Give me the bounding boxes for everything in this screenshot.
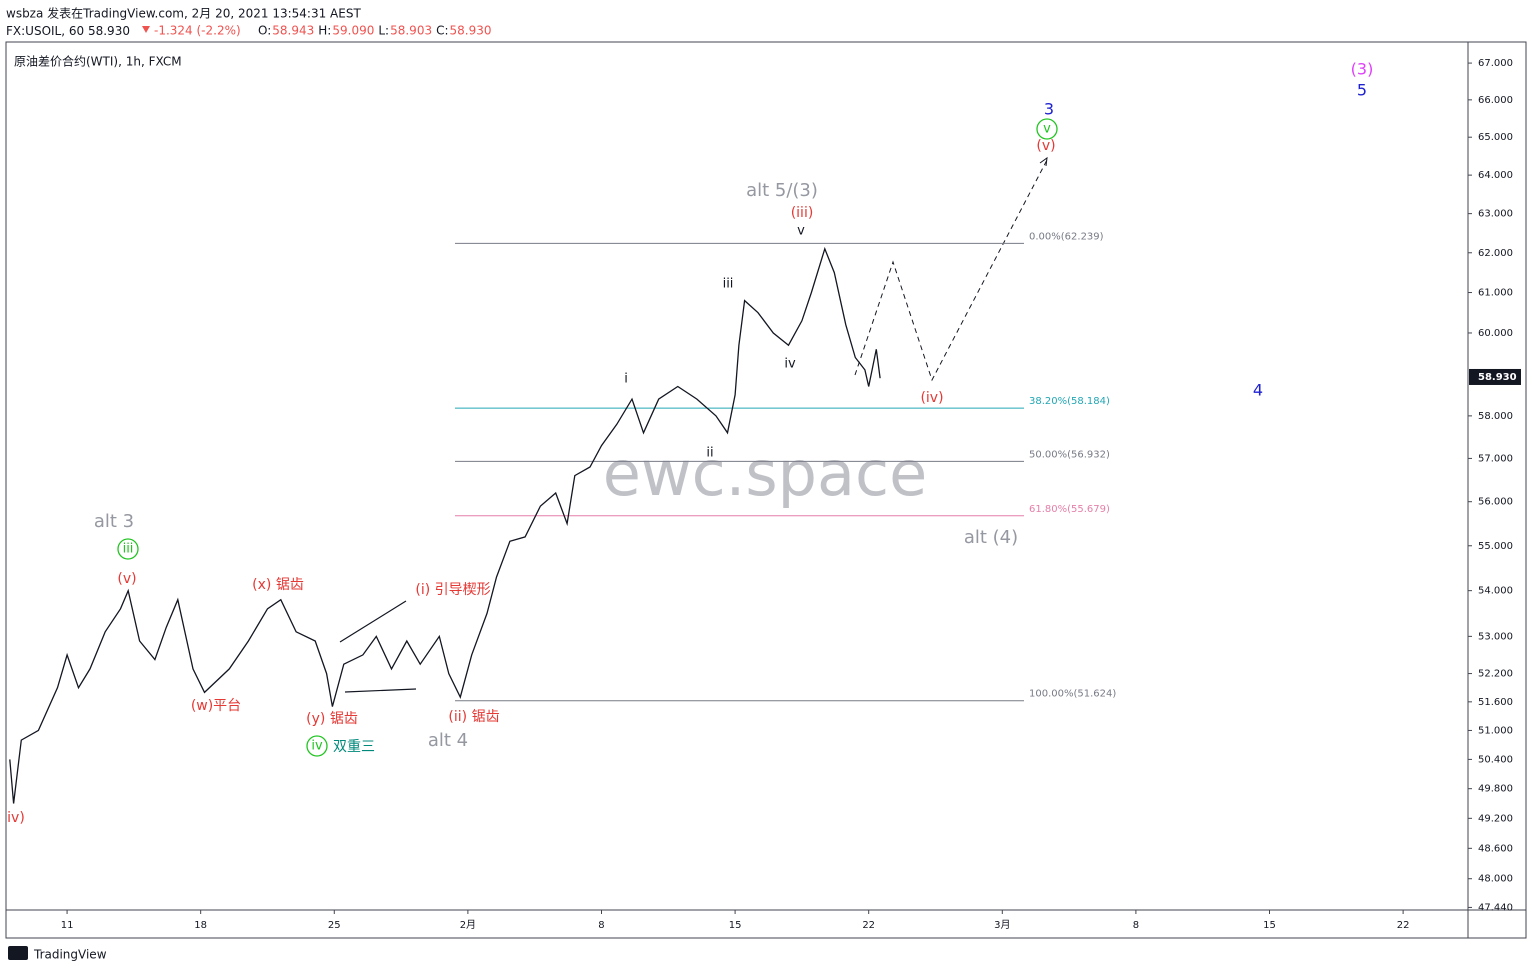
- wave-label: (v): [1036, 138, 1055, 154]
- ohlc-value: 58.930: [450, 24, 492, 38]
- triangle: [339, 600, 417, 693]
- y-tick-label: 63.000: [1478, 209, 1513, 220]
- wedge-line: [344, 688, 417, 693]
- x-tick-label: 22: [862, 920, 875, 931]
- wave-circle: [1036, 118, 1058, 140]
- wave-label: (x) 锯齿: [252, 577, 304, 593]
- price-line: [9, 246, 881, 804]
- wave-label: (w)平台: [191, 698, 241, 714]
- y-tick-label: 65.000: [1478, 132, 1513, 143]
- y-tick-label: 53.000: [1478, 631, 1513, 642]
- x-tick-label: 3月: [994, 919, 1010, 931]
- x-tick-label: 8: [1133, 920, 1139, 931]
- fib-label: 0.00%(62.239): [1029, 231, 1104, 242]
- y-tick-label: 49.800: [1478, 784, 1513, 795]
- footer: TradingView: [33, 948, 107, 962]
- y-tick-label: 56.000: [1478, 497, 1513, 508]
- y-tick-label: 49.200: [1478, 813, 1513, 824]
- down-arrow: [142, 26, 150, 33]
- x-tick-label: 11: [61, 920, 74, 931]
- wave-label: alt 3: [94, 511, 134, 532]
- ohlc-key: H:: [318, 24, 331, 38]
- wave-label: 双重三: [333, 739, 375, 755]
- watermark: ewc.space: [603, 437, 928, 510]
- y-tick-label: 48.000: [1478, 874, 1513, 885]
- x-tick-label: 15: [729, 920, 742, 931]
- frame: [5, 41, 1527, 939]
- fib-label: 61.80%(55.679): [1029, 504, 1110, 515]
- ohlc: O: 58.943 H: 59.090 L: 58.903 C: 58.930: [258, 24, 492, 38]
- y-tick-label: 66.000: [1478, 95, 1513, 106]
- y-tick-label: 54.000: [1478, 586, 1513, 597]
- fib-label: 50.00%(56.932): [1029, 449, 1110, 460]
- wave-label: alt 4: [428, 730, 468, 751]
- y-tick-label: 48.600: [1478, 843, 1513, 854]
- wave-label: ii: [706, 446, 713, 461]
- wave-label: v: [1043, 122, 1051, 137]
- y-tick-label: 58.000: [1478, 411, 1513, 422]
- projection: [854, 159, 1048, 382]
- x-tick-label: 2月: [460, 919, 476, 931]
- wave-label: (y) 锯齿: [306, 711, 358, 727]
- wave-label: alt 5/(3): [746, 180, 818, 201]
- y-tick-label: 60.000: [1478, 328, 1513, 339]
- last: 58.930: [88, 24, 130, 38]
- y-tick-label: 61.000: [1478, 288, 1513, 299]
- wave-circle: [306, 735, 328, 757]
- fib-label: 38.20%(58.184): [1029, 396, 1110, 407]
- last-price-label: 58.930: [1478, 372, 1517, 383]
- wave-label: iv: [784, 357, 796, 372]
- ohlc-value: 58.903: [390, 24, 432, 38]
- wave-label: i: [624, 372, 628, 387]
- wave-circle: [117, 538, 139, 560]
- y-tick-label: 57.000: [1478, 453, 1513, 464]
- ohlc-value: 58.943: [272, 24, 314, 38]
- change: -1.324 (-2.2%): [154, 24, 241, 38]
- x-tick-label: 15: [1263, 920, 1276, 931]
- y-tick-label: 64.000: [1478, 170, 1513, 181]
- y-tick-label: 67.000: [1478, 58, 1513, 69]
- wave-label: v: [797, 224, 805, 239]
- wave-label: 4: [1253, 381, 1263, 400]
- y-tick-label: 47.440: [1478, 902, 1513, 913]
- y-tick-label: 51.600: [1478, 697, 1513, 708]
- x-tick-label: 8: [598, 920, 604, 931]
- y-tick-label: 52.200: [1478, 669, 1513, 680]
- wave-label: alt (4): [964, 527, 1018, 548]
- y-tick-label: 55.000: [1478, 541, 1513, 552]
- logo: [8, 946, 28, 960]
- last-price-box: [1469, 368, 1521, 385]
- x-tick-label: 25: [328, 920, 341, 931]
- wave-label: (iv): [920, 390, 943, 406]
- publisher: wsbza 发表在TradingView.com, 2月 20, 2021 13…: [6, 6, 361, 21]
- wave-label: (v): [117, 571, 136, 587]
- symbol-name: FX:USOIL, 60: [6, 24, 84, 38]
- legend-title: 原油差价合约(WTI), 1h, FXCM: [14, 54, 182, 69]
- wave-label: (3): [1351, 60, 1374, 79]
- x-tick-label: 18: [194, 920, 207, 931]
- y-tick-label: 50.400: [1478, 754, 1513, 765]
- wave-label: iv): [7, 810, 25, 826]
- y-tick-label: 51.000: [1478, 725, 1513, 736]
- x-tick-label: 22: [1397, 920, 1410, 931]
- wave-label: (ii) 锯齿: [448, 709, 499, 725]
- wave-label: iv: [311, 739, 323, 754]
- wave-label: 5: [1357, 81, 1367, 100]
- wave-label: iii: [723, 277, 734, 292]
- wave-label: (i) 引导楔形: [415, 582, 490, 598]
- projection-arrow: [1039, 156, 1048, 167]
- ohlc-key: L:: [378, 24, 389, 38]
- fib-label: 100.00%(51.624): [1029, 689, 1116, 700]
- symbol: FX:USOIL, 60 58.930: [6, 24, 130, 38]
- y-tick-label: 62.000: [1478, 248, 1513, 259]
- wave-label: (iii): [791, 205, 814, 221]
- ohlc-value: 59.090: [332, 24, 374, 38]
- wave-label: 3: [1044, 100, 1054, 119]
- wedge-line: [339, 600, 407, 643]
- ohlc-key: C:: [436, 24, 448, 38]
- ohlc-key: O:: [258, 24, 271, 38]
- wave-label: iii: [123, 542, 134, 557]
